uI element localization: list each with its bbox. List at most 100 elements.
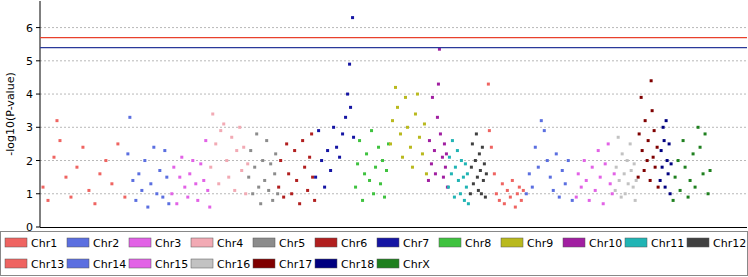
- point: [311, 176, 314, 179]
- point: [635, 179, 638, 182]
- point: [244, 192, 247, 195]
- point: [191, 159, 194, 162]
- point: [621, 152, 624, 155]
- point: [348, 63, 351, 66]
- point: [638, 132, 641, 135]
- legend-label: Chr11: [651, 237, 684, 250]
- point: [660, 149, 663, 152]
- point: [668, 142, 671, 145]
- point: [674, 176, 677, 179]
- point: [170, 192, 173, 195]
- point: [255, 132, 258, 135]
- point: [594, 189, 597, 192]
- point: [684, 166, 687, 169]
- point: [506, 189, 509, 192]
- point: [368, 179, 371, 182]
- point: [253, 166, 256, 169]
- point: [643, 169, 646, 172]
- point: [93, 202, 96, 205]
- legend-swatch: [191, 238, 213, 247]
- point: [323, 186, 326, 189]
- point: [607, 142, 610, 145]
- point: [276, 192, 279, 195]
- point: [646, 159, 649, 162]
- legend-label: Chr1: [31, 237, 57, 250]
- point: [414, 113, 417, 116]
- point: [702, 172, 705, 175]
- point: [158, 169, 161, 172]
- point: [242, 146, 245, 149]
- point: [456, 149, 459, 152]
- point: [175, 202, 178, 205]
- point: [652, 156, 655, 159]
- point: [634, 199, 637, 202]
- point: [317, 129, 320, 132]
- point: [332, 126, 335, 129]
- point: [430, 162, 433, 165]
- point: [687, 196, 690, 199]
- point: [341, 132, 344, 135]
- point: [469, 192, 472, 195]
- legend-swatch: [563, 238, 585, 247]
- point: [451, 139, 454, 142]
- series: [170, 139, 211, 208]
- point: [295, 179, 298, 182]
- point: [411, 166, 414, 169]
- tick-label: 2: [26, 155, 33, 168]
- point: [546, 159, 549, 162]
- point: [377, 146, 380, 149]
- point: [466, 172, 469, 175]
- point: [208, 206, 211, 209]
- point: [391, 119, 394, 122]
- point: [441, 156, 444, 159]
- point: [172, 166, 175, 169]
- point: [363, 172, 366, 175]
- point: [637, 176, 640, 179]
- point: [431, 96, 434, 99]
- point: [663, 139, 666, 142]
- point: [697, 126, 700, 129]
- point: [211, 113, 214, 116]
- series: [314, 16, 355, 189]
- point: [651, 109, 654, 112]
- tick-mark: [36, 27, 40, 28]
- point: [618, 179, 621, 182]
- point: [438, 48, 441, 51]
- point: [418, 136, 421, 139]
- point: [644, 119, 647, 122]
- point: [460, 159, 463, 162]
- point: [320, 159, 323, 162]
- point: [206, 189, 209, 192]
- point: [470, 166, 473, 169]
- points: [41, 16, 711, 208]
- point: [416, 93, 419, 96]
- point: [682, 139, 685, 142]
- point: [707, 192, 710, 195]
- point: [98, 172, 101, 175]
- point: [474, 159, 477, 162]
- point: [488, 129, 491, 132]
- legend-swatch: [129, 238, 151, 247]
- point: [604, 162, 607, 165]
- point: [298, 202, 301, 205]
- legend-label: Chr9: [527, 237, 553, 250]
- legend-label: Chr15: [155, 258, 188, 271]
- point: [602, 202, 605, 205]
- point: [580, 186, 583, 189]
- legend-frame: [1, 232, 748, 276]
- legend-label: Chr2: [93, 237, 119, 250]
- point: [55, 119, 58, 122]
- point: [624, 192, 627, 195]
- series: [525, 119, 574, 202]
- point: [640, 96, 643, 99]
- point: [445, 152, 448, 155]
- point: [516, 192, 519, 195]
- legend-swatch: [5, 259, 27, 268]
- point: [439, 132, 442, 135]
- point: [69, 196, 72, 199]
- point: [167, 202, 170, 205]
- point: [620, 196, 623, 199]
- point: [467, 202, 470, 205]
- point: [356, 162, 359, 165]
- point: [665, 119, 668, 122]
